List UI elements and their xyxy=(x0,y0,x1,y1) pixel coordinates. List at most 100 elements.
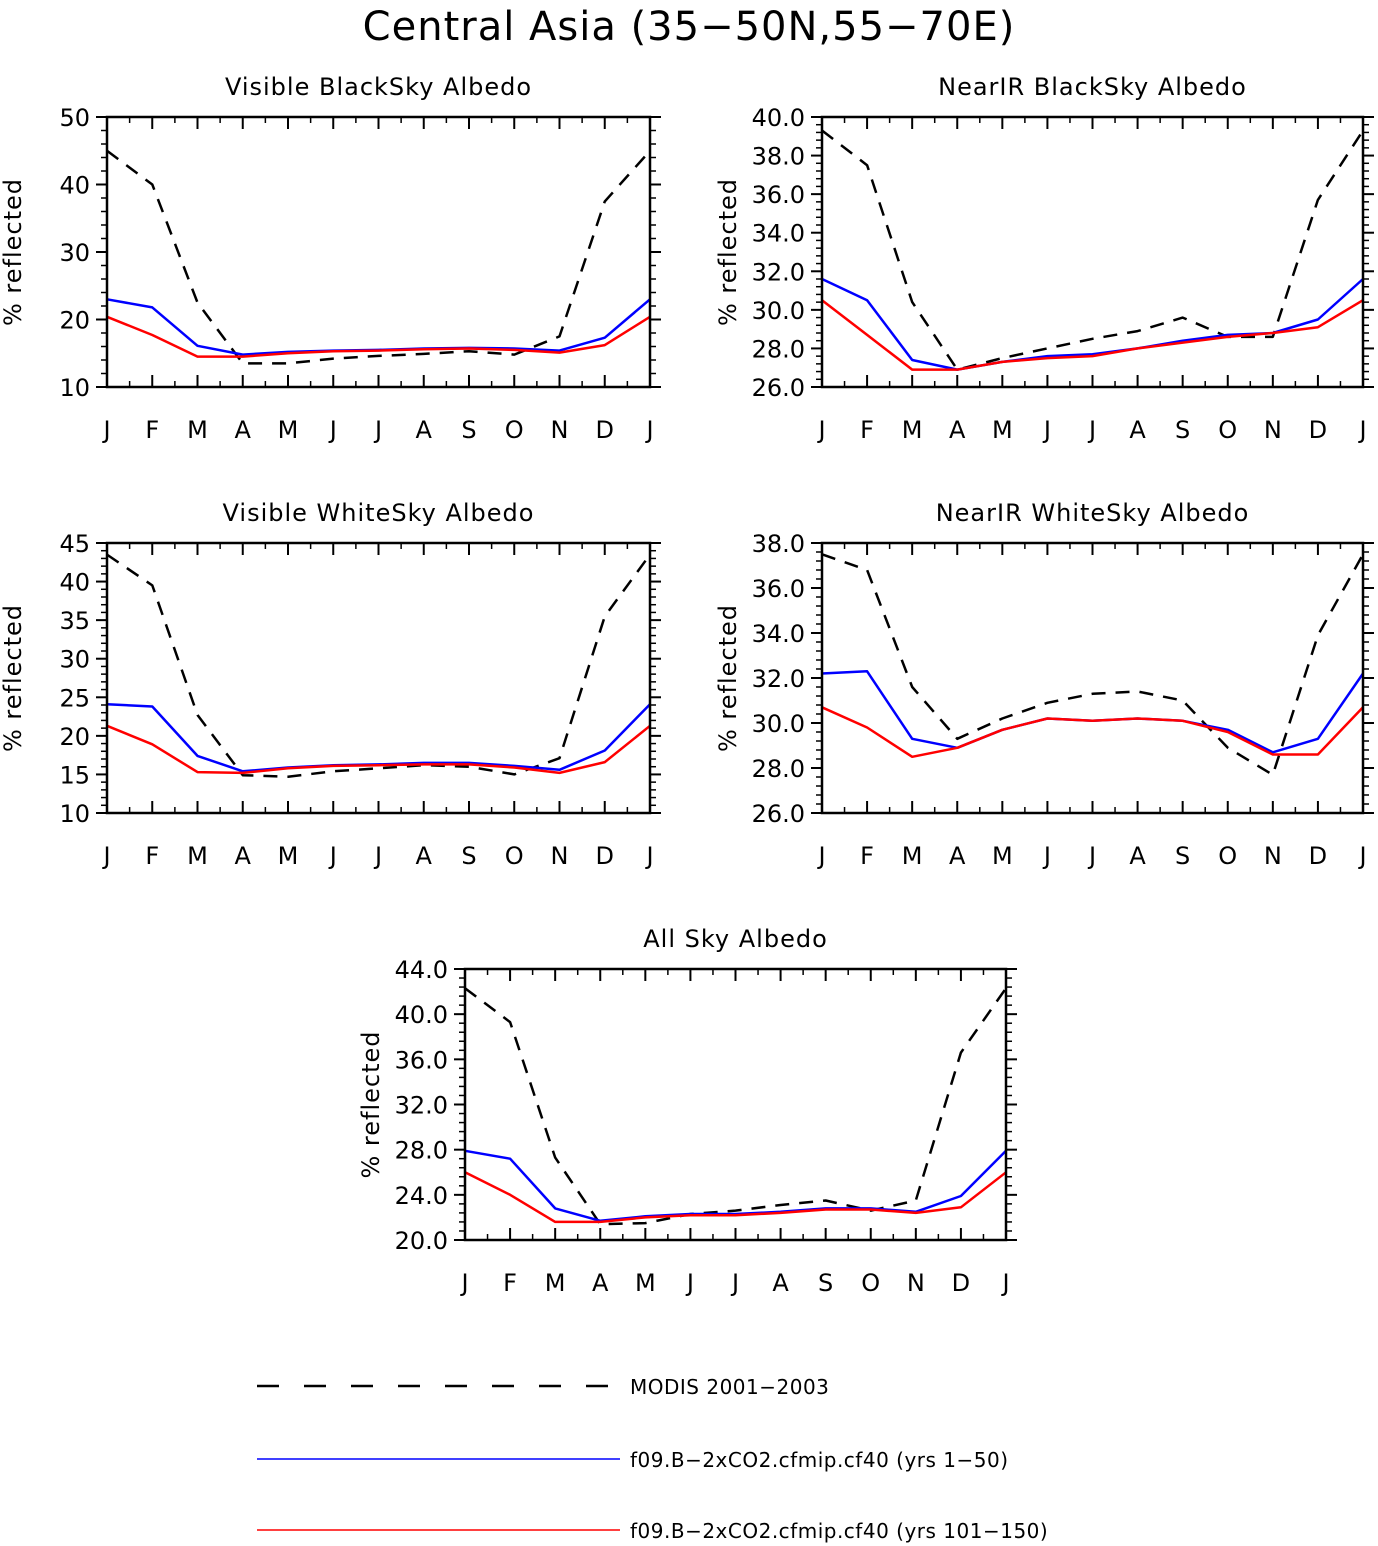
x-tick-label: J xyxy=(644,842,653,870)
x-tick-label: A xyxy=(235,416,252,444)
y-tick-label: 50 xyxy=(59,104,90,132)
x-tick-label: O xyxy=(1218,416,1237,444)
x-tick-label: J xyxy=(1042,842,1051,870)
x-tick-label: A xyxy=(949,416,966,444)
x-tick-label: F xyxy=(860,416,874,444)
y-tick-label: 32.0 xyxy=(395,1092,448,1120)
y-tick-label: 38.0 xyxy=(752,530,805,558)
y-tick-label: 32.0 xyxy=(752,665,805,693)
y-tick-label: 30.0 xyxy=(752,297,805,325)
series-line-modis xyxy=(464,987,1008,1226)
y-tick-label: 26.0 xyxy=(752,800,805,828)
x-tick-label: M xyxy=(635,1269,656,1297)
y-axis-label: % reflected xyxy=(714,178,742,326)
y-tick-label: 24.0 xyxy=(395,1182,448,1210)
series-line-yrs-101-150 xyxy=(821,706,1364,759)
y-axis-label: % reflected xyxy=(0,604,27,752)
x-tick-label: O xyxy=(1218,842,1237,870)
y-tick-label: 45 xyxy=(59,530,90,558)
x-tick-label: M xyxy=(902,416,923,444)
x-tick-label: A xyxy=(592,1269,609,1297)
series-line-yrs-101-150 xyxy=(821,299,1364,371)
panel-title: All Sky Albedo xyxy=(643,925,828,953)
y-tick-label: 35 xyxy=(59,607,90,635)
x-tick-label: M xyxy=(187,416,208,444)
x-tick-label: M xyxy=(278,842,299,870)
x-tick-label: J xyxy=(373,842,382,870)
y-tick-label: 40.0 xyxy=(752,104,805,132)
legend: MODIS 2001−2003 f09.B−2xCO2.cfmip.cf40 (y… xyxy=(257,1375,1048,1543)
y-tick-label: 36.0 xyxy=(395,1046,448,1074)
x-tick-label: A xyxy=(235,842,252,870)
x-tick-label: M xyxy=(278,416,299,444)
y-tick-label: 30 xyxy=(59,239,90,267)
y-tick-label: 25 xyxy=(59,684,90,712)
x-tick-label: J xyxy=(101,842,110,870)
x-tick-label: A xyxy=(772,1269,789,1297)
y-tick-label: 44.0 xyxy=(395,956,448,984)
series-line-yrs-101-150 xyxy=(106,315,651,358)
x-tick-label: J xyxy=(101,416,110,444)
series-line-modis xyxy=(821,129,1365,371)
x-tick-label: N xyxy=(551,842,569,870)
x-tick-label: J xyxy=(816,416,825,444)
x-tick-label: S xyxy=(818,1269,833,1297)
x-tick-label: O xyxy=(861,1269,880,1297)
series-line-yrs-1-50 xyxy=(821,670,1365,754)
plot-frame xyxy=(820,115,1365,389)
panel-title: Visible WhiteSky Albedo xyxy=(223,499,535,527)
y-tick-label: 30.0 xyxy=(752,710,805,738)
y-tick-label: 40 xyxy=(59,569,90,597)
legend-label: MODIS 2001−2003 xyxy=(630,1375,829,1399)
y-axis-label: % reflected xyxy=(357,1030,385,1178)
y-tick-label: 36.0 xyxy=(752,181,805,209)
panel-title: NearIR WhiteSky Albedo xyxy=(936,499,1250,527)
plot-frame xyxy=(105,115,652,389)
y-tick-label: 36.0 xyxy=(752,575,805,603)
y-tick-label: 34.0 xyxy=(752,220,805,248)
x-tick-label: F xyxy=(145,842,159,870)
x-tick-label: J xyxy=(1087,842,1096,870)
x-tick-label: D xyxy=(596,416,614,444)
x-tick-label: S xyxy=(461,416,476,444)
x-tick-label: M xyxy=(992,842,1013,870)
y-tick-label: 34.0 xyxy=(752,620,805,648)
x-tick-label: M xyxy=(902,842,923,870)
y-tick-label: 15 xyxy=(59,761,90,789)
y-tick-label: 40.0 xyxy=(395,1001,448,1029)
plot-frame xyxy=(105,541,652,815)
x-tick-label: J xyxy=(1087,416,1096,444)
x-tick-label: S xyxy=(1175,416,1190,444)
y-tick-label: 20 xyxy=(59,723,90,751)
x-tick-label: N xyxy=(1264,416,1282,444)
legend-label: f09.B−2xCO2.cfmip.cf40 (yrs 101−150) xyxy=(630,1519,1048,1543)
series-line-yrs-101-150 xyxy=(464,1171,1007,1224)
x-tick-label: A xyxy=(949,842,966,870)
figure-title: Central Asia (35−50N,55−70E) xyxy=(363,4,1016,50)
x-tick-label: N xyxy=(907,1269,925,1297)
y-tick-label: 30 xyxy=(59,646,90,674)
y-tick-label: 40 xyxy=(59,172,90,200)
series-line-yrs-101-150 xyxy=(106,724,651,775)
x-tick-label: J xyxy=(373,416,382,444)
x-tick-label: J xyxy=(1357,842,1366,870)
x-tick-label: A xyxy=(416,416,433,444)
panel-title: Visible BlackSky Albedo xyxy=(225,73,532,101)
y-tick-label: 28.0 xyxy=(395,1137,448,1165)
x-tick-label: J xyxy=(730,1269,739,1297)
series-line-modis xyxy=(821,553,1365,777)
y-tick-label: 26.0 xyxy=(752,374,805,402)
y-axis-label: % reflected xyxy=(714,604,742,752)
x-tick-label: D xyxy=(1309,416,1327,444)
y-tick-label: 20 xyxy=(59,307,90,335)
x-tick-label: J xyxy=(328,842,337,870)
y-tick-label: 10 xyxy=(59,374,90,402)
x-tick-label: J xyxy=(328,416,337,444)
x-tick-label: A xyxy=(1129,842,1146,870)
